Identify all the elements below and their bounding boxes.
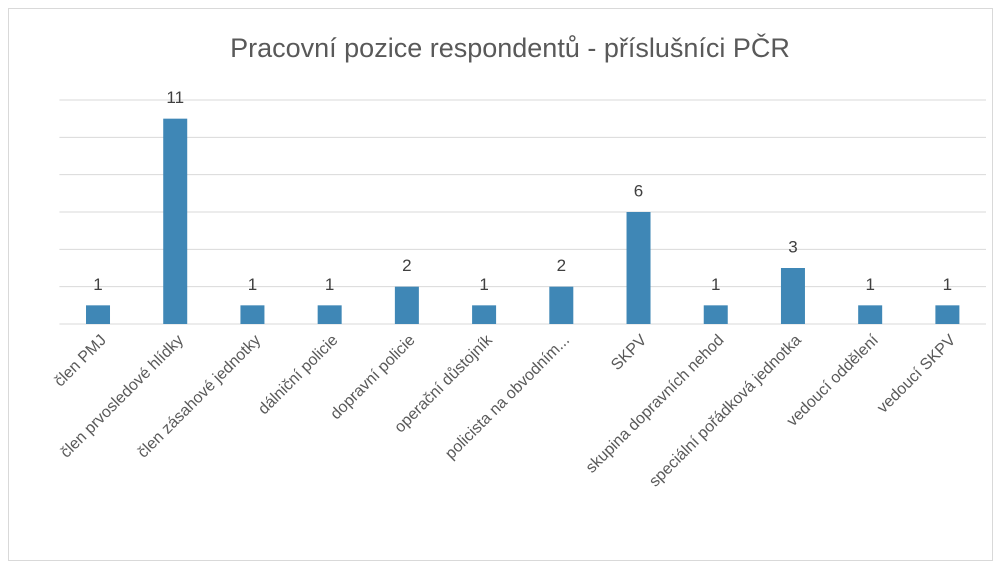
data-label: 1 — [711, 275, 720, 294]
data-label: 1 — [943, 275, 952, 294]
bar — [549, 286, 574, 324]
bar — [626, 212, 651, 324]
data-label: 1 — [248, 275, 257, 294]
bar — [163, 118, 188, 325]
data-label: 1 — [325, 275, 334, 294]
bar — [703, 305, 728, 324]
bar — [86, 305, 111, 324]
bar — [472, 305, 497, 324]
data-label: 2 — [557, 256, 566, 275]
data-label: 1 — [479, 275, 488, 294]
chart-border — [8, 8, 993, 561]
data-label: 1 — [93, 275, 102, 294]
bar — [935, 305, 960, 324]
bar — [780, 268, 805, 324]
bar — [317, 305, 342, 324]
data-label: 11 — [166, 88, 184, 107]
bar — [394, 286, 419, 324]
data-label: 1 — [865, 275, 874, 294]
data-label: 6 — [634, 181, 643, 200]
chart-title: Pracovní pozice respondentů - příslušníc… — [230, 32, 790, 63]
bar — [858, 305, 883, 324]
data-label: 2 — [402, 256, 411, 275]
data-label: 3 — [788, 237, 797, 256]
bar — [240, 305, 265, 324]
